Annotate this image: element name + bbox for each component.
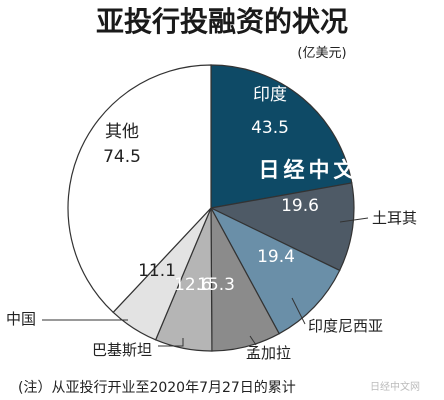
slice-value-label: 19.4 (257, 247, 295, 267)
slice-value-label: 15.3 (197, 275, 235, 295)
pie-slices (67, 64, 355, 352)
slice-callout-label: 土耳其 (372, 209, 417, 227)
slice-value-label: 11.1 (138, 261, 176, 281)
slice-name-label: 其他 (105, 122, 139, 142)
callout-line (291, 297, 306, 325)
slice-value-label: 74.5 (103, 147, 141, 167)
slice-callout-label: 孟加拉 (246, 344, 291, 362)
chart-title: 亚投行投融资的状况 (96, 5, 348, 38)
callout-line (339, 217, 369, 223)
callout-line (158, 338, 184, 347)
slice-name-label: 印度 (253, 85, 287, 105)
slice-callout-label: 巴基斯坦 (92, 341, 152, 359)
watermark-small: 日经中文网 (370, 380, 420, 393)
pie-slice (210, 64, 353, 209)
callout-line (249, 335, 257, 346)
slice-callout-label: 中国 (6, 310, 36, 328)
slice-value-label: 12.6 (174, 275, 212, 295)
slice-callout-label: 印度尼西亚 (308, 317, 383, 335)
pie-slice (67, 64, 212, 314)
slice-value-label: 19.6 (281, 196, 319, 216)
slice-labels: 印度 43.5 19.6 19.4 15.312.611.1 其他 74.5 (103, 85, 319, 295)
slice-value-label: 43.5 (251, 118, 289, 138)
watermark-text: 日经中文网 (259, 158, 384, 182)
chart-note: (注）从亚投行开业至2020年7月27日的累计 (18, 380, 296, 396)
pie-slice (209, 182, 355, 272)
unit-label: (亿美元) (297, 46, 346, 61)
pie-slice (209, 206, 341, 335)
